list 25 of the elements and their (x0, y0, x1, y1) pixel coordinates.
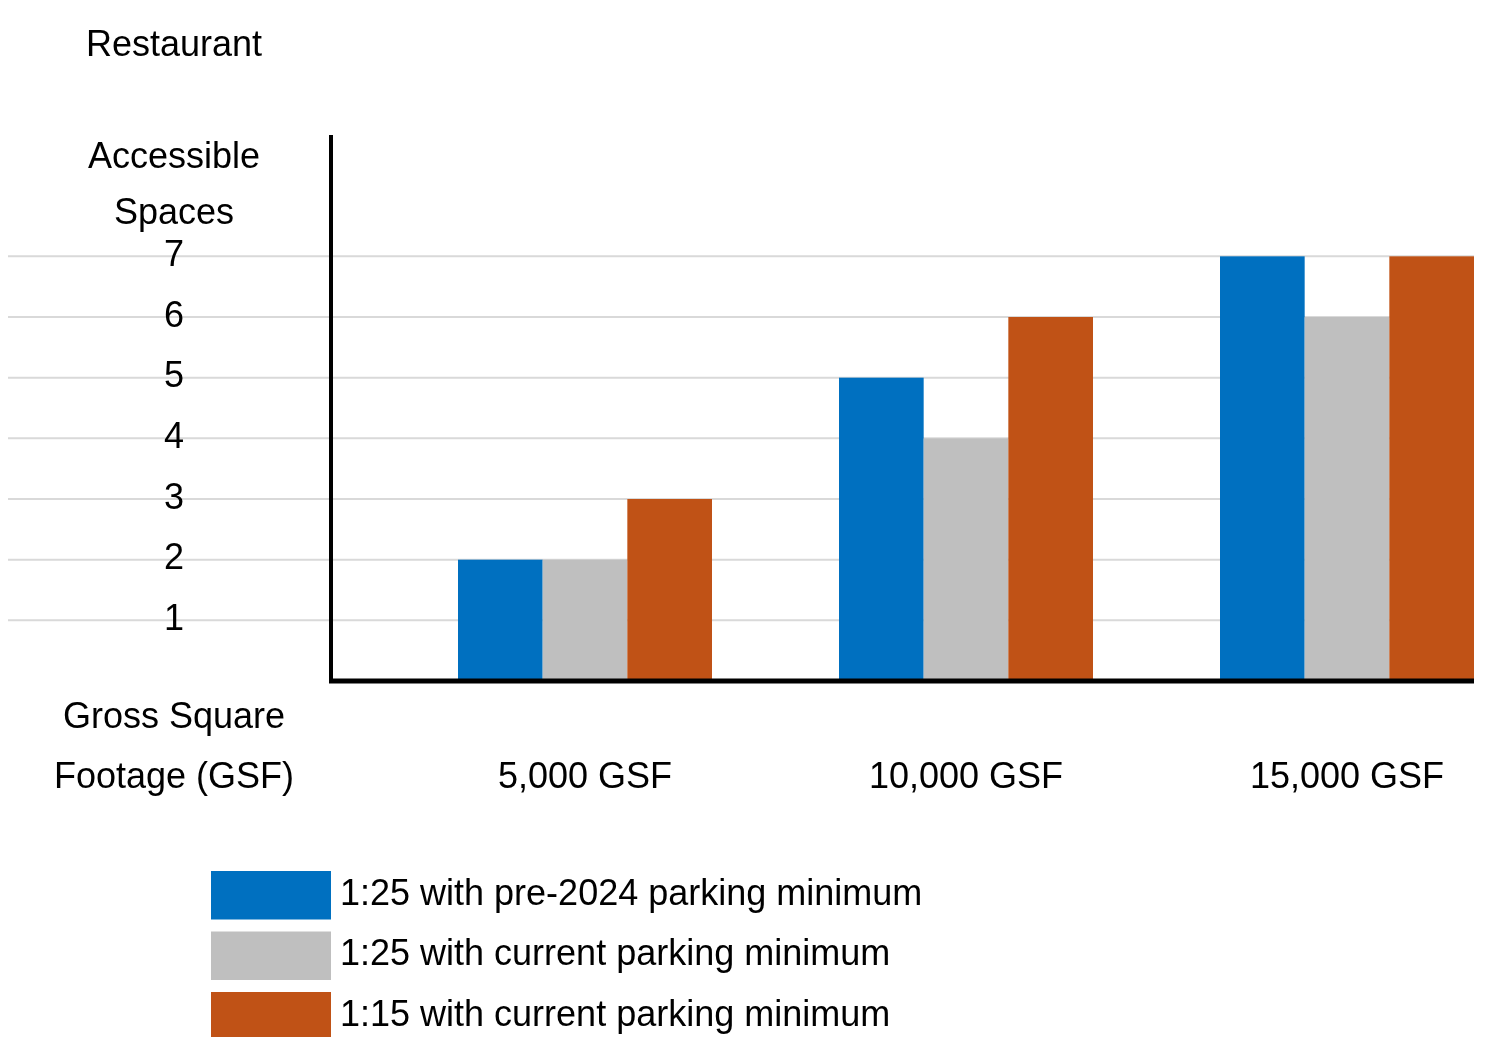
y-tick-label: 4 (163, 414, 185, 456)
legend-label: 1:25 with pre-2024 parking minimum (340, 871, 923, 913)
bar (923, 438, 1009, 681)
y-tick-label: 6 (163, 293, 185, 335)
y-tick-label: 3 (163, 475, 185, 517)
legend-label: 1:25 with current parking minimum (340, 932, 891, 974)
bar (1389, 256, 1474, 681)
y-tick-label: 7 (163, 232, 185, 274)
y-tick-label: 5 (163, 354, 185, 396)
bar (1304, 317, 1390, 681)
y-tick-label: 1 (163, 596, 185, 638)
x-tick-label: 15,000 GSF (1249, 754, 1445, 796)
bar (458, 559, 543, 681)
chart-title: Restaurant (85, 22, 263, 64)
bar (542, 559, 628, 681)
legend-label: 1:15 with current parking minimum (340, 992, 891, 1034)
y-axis-title: Accessible Spaces (87, 134, 261, 232)
x-tick-label: 10,000 GSF (868, 754, 1064, 796)
y-tick-label: 2 (163, 536, 185, 578)
bar (627, 499, 712, 681)
bar (839, 377, 924, 681)
bar (1008, 317, 1093, 681)
bar (1220, 256, 1305, 681)
x-tick-label: 5,000 GSF (497, 754, 673, 796)
x-axis-title: Gross Square Footage (GSF) (53, 694, 295, 796)
